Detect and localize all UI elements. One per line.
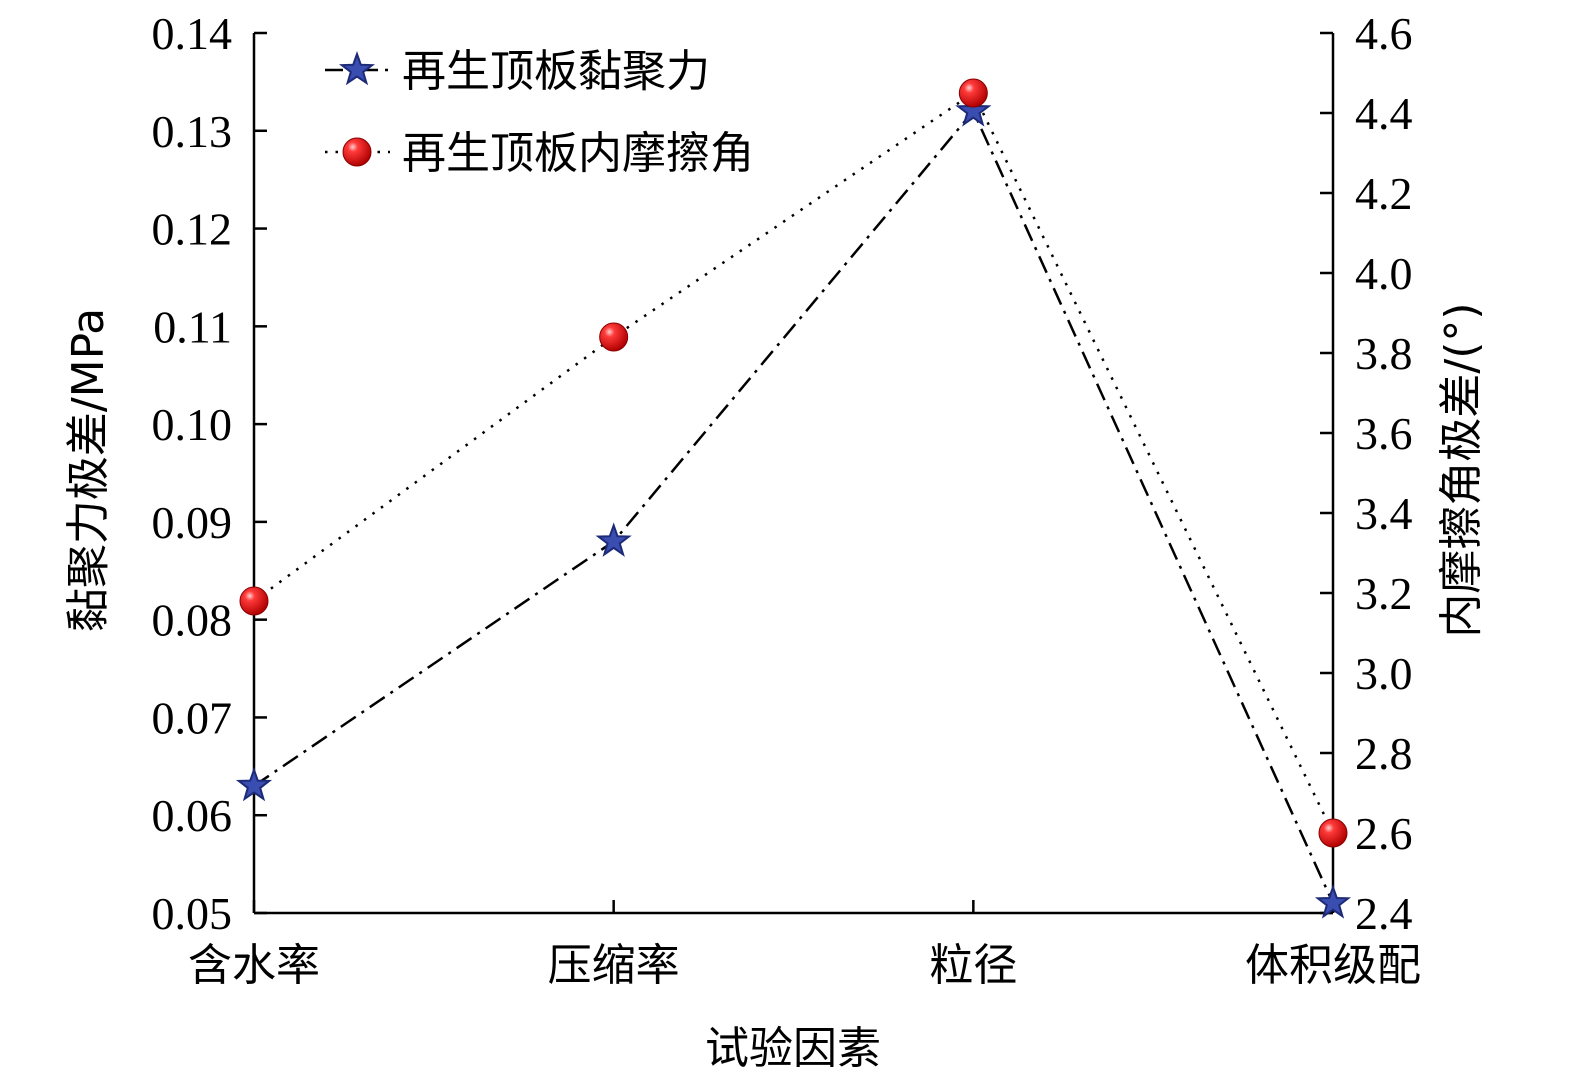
- y-right-tick-label: 3.4: [1355, 488, 1413, 539]
- y-right-tick-label: 3.2: [1355, 568, 1413, 619]
- y-left-tick-label: 0.05: [152, 888, 233, 939]
- y-left-tick-label: 0.14: [152, 8, 233, 59]
- series-1-point: [595, 522, 632, 557]
- y-axis-left-title: 黏聚力极差/MPa: [63, 308, 114, 632]
- y-left-tick-label: 0.13: [152, 106, 233, 157]
- legend-marker-1: [338, 51, 376, 86]
- series-lines: [253, 91, 1335, 904]
- y-left-tick-label: 0.08: [152, 595, 233, 646]
- x-tick-label: 压缩率: [548, 940, 680, 991]
- x-axis-title: 试验因素: [705, 1023, 881, 1074]
- y-right-tick-label: 4.6: [1355, 8, 1413, 59]
- legend-label-1: 再生顶板黏聚力: [402, 46, 710, 97]
- y-left-tick-label: 0.11: [153, 301, 232, 352]
- series-1-point: [955, 92, 992, 127]
- x-tick-label: 体积级配: [1245, 940, 1421, 991]
- series-2-point: [958, 78, 988, 108]
- series-2-point: [1318, 818, 1348, 848]
- y-right-tick-label: 4.4: [1355, 88, 1413, 139]
- axes: [252, 33, 1335, 915]
- y-left-tick-label: 0.07: [152, 692, 233, 743]
- series-line-2: [253, 91, 1335, 834]
- y-right-tick-label: 2.4: [1355, 888, 1413, 939]
- y-left-tick-label: 0.12: [152, 204, 233, 255]
- series-1-point: [235, 766, 273, 802]
- y-right-tick-label: 3.6: [1355, 408, 1413, 459]
- y-right-tick-label: 4.0: [1355, 248, 1413, 299]
- series-2-point: [239, 586, 269, 616]
- x-tick-label: 粒径: [929, 940, 1017, 991]
- series-2-point: [599, 322, 629, 352]
- y-left-tick-label: 0.09: [152, 497, 233, 548]
- x-tick-label: 含水率: [188, 940, 320, 991]
- y-right-tick-label: 2.8: [1355, 728, 1413, 779]
- y-right-tick-label: 4.2: [1355, 168, 1413, 219]
- y-right-tick-label: 2.6: [1355, 808, 1413, 859]
- legend-label-2: 再生顶板内摩擦角: [402, 128, 754, 179]
- legend-marker-2: [342, 137, 372, 167]
- series-1-point: [1314, 884, 1352, 919]
- ticks: 0.05 0.06 0.07 0.08 0.09 0.10 0.11 0.12 0.13 0.14…: [152, 8, 1422, 991]
- series-markers: [235, 78, 1352, 919]
- y-right-tick-label: 3.8: [1355, 328, 1413, 379]
- y-left-tick-label: 0.06: [152, 790, 233, 841]
- y-left-tick-label: 0.10: [152, 399, 233, 450]
- y-axis-right-title: 内摩擦角极差/(°): [1436, 302, 1487, 637]
- y-right-tick-label: 3.0: [1355, 648, 1413, 699]
- series-line-1: [253, 108, 1335, 904]
